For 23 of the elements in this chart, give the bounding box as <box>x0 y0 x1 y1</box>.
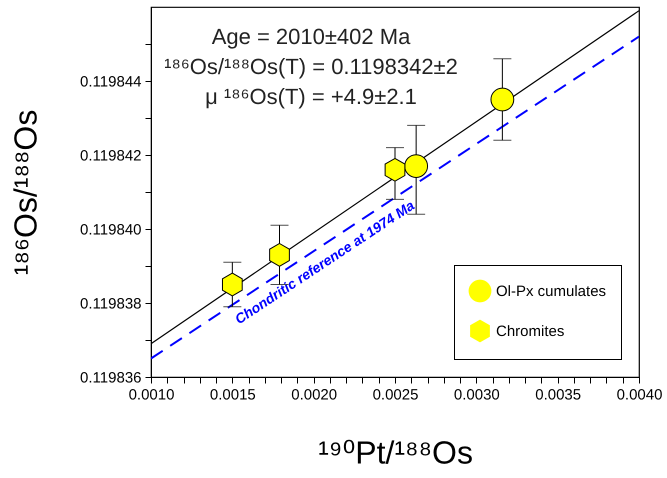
annotation: Age = 2010±402 Ma <box>212 24 412 49</box>
legend-label: Chromites <box>496 323 564 340</box>
y-axis-title: ¹⁸⁶Os/¹⁸⁸Os <box>8 110 44 276</box>
x-tick-label: 0.0020 <box>291 386 338 404</box>
annotation: μ ¹⁸⁶Os(T) = +4.9±2.1 <box>205 84 417 109</box>
legend-label: Ol-Px cumulates <box>496 283 606 300</box>
y-tick-label: 0.119840 <box>80 222 142 238</box>
y-tick-label: 0.119836 <box>80 370 142 386</box>
point <box>490 88 514 112</box>
x-tick-label: 0.0030 <box>454 386 500 404</box>
point <box>404 154 428 178</box>
point <box>384 158 406 182</box>
annotation: ¹⁸⁶Os/¹⁸⁸Os(T) = 0.1198342±2 <box>164 54 458 79</box>
x-tick-label: 0.0025 <box>372 386 418 404</box>
x-tick-label: 0.0035 <box>535 386 582 404</box>
y-tick-label: 0.119838 <box>80 296 142 312</box>
point <box>269 243 290 267</box>
x-tick-label: 0.0040 <box>616 386 662 404</box>
y-tick-label: 0.119842 <box>80 148 142 164</box>
x-tick-label: 0.0010 <box>128 386 174 404</box>
x-tick-label: 0.0015 <box>210 386 256 404</box>
y-tick-label: 0.119844 <box>80 74 142 90</box>
x-axis-title: ¹⁹⁰Pt/¹⁸⁸Os <box>318 434 473 470</box>
